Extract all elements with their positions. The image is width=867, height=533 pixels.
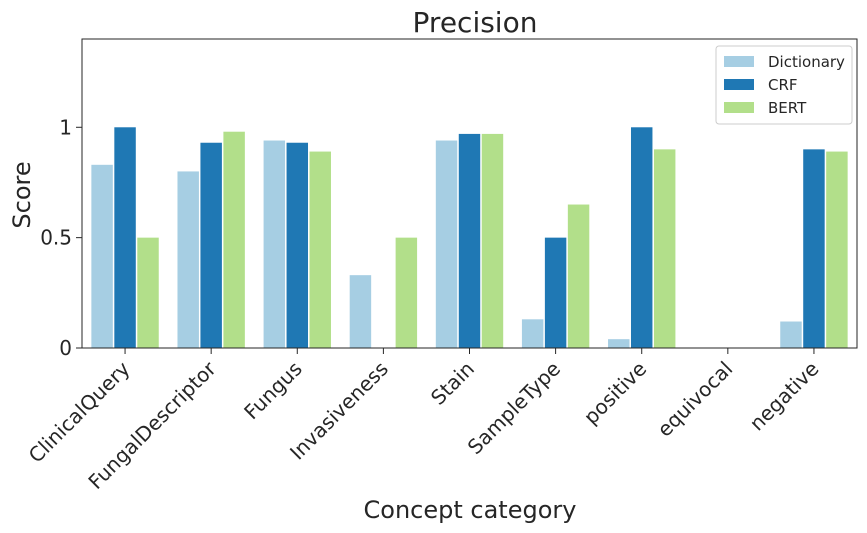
legend-swatch (724, 56, 754, 67)
bar-crf-sampletype (544, 237, 567, 348)
y-tick-label: 0.5 (40, 226, 72, 250)
bar-crf-negative (803, 149, 825, 348)
bar-crf-stain (458, 133, 481, 348)
bar-dictionary-fungaldescriptor (177, 171, 199, 348)
bar-crf-positive (630, 127, 653, 349)
bar-dictionary-fungus (263, 140, 286, 348)
bar-bert-clinicalquery (137, 237, 159, 348)
legend-swatch (724, 79, 754, 90)
bar-bert-fungaldescriptor (223, 131, 245, 348)
bar-dictionary-positive (608, 339, 630, 348)
y-axis-label: Score (8, 161, 36, 228)
bar-dictionary-clinicalquery (91, 164, 113, 348)
bar-crf-clinicalquery (114, 127, 136, 349)
y-axis-ticks: 00.51 (40, 115, 82, 360)
bar-bert-negative (826, 151, 848, 348)
bar-bert-invasiveness (395, 237, 418, 348)
bar-crf-fungus (286, 142, 309, 348)
x-axis-label: Concept category (364, 496, 577, 524)
bar-dictionary-negative (780, 321, 802, 348)
chart-title: Precision (413, 6, 538, 39)
bar-crf-fungaldescriptor (200, 142, 222, 348)
plot-frame (81, 38, 858, 349)
bar-dictionary-sampletype (521, 319, 544, 348)
legend-label: BERT (768, 99, 807, 117)
y-tick-label: 1 (59, 115, 72, 139)
legend-label: CRF (768, 76, 798, 94)
bar-bert-positive (653, 149, 676, 348)
bar-dictionary-stain (435, 140, 458, 348)
legend: Dictionary CRF BERT (715, 45, 853, 125)
legend-swatch (724, 102, 754, 113)
bars-layer (91, 127, 848, 349)
y-tick-label: 0 (59, 336, 72, 360)
bar-bert-fungus (309, 151, 331, 348)
bar-bert-stain (481, 133, 504, 348)
bar-dictionary-invasiveness (349, 275, 372, 348)
bar-bert-sampletype (567, 204, 590, 348)
legend-label: Dictionary (768, 53, 845, 71)
